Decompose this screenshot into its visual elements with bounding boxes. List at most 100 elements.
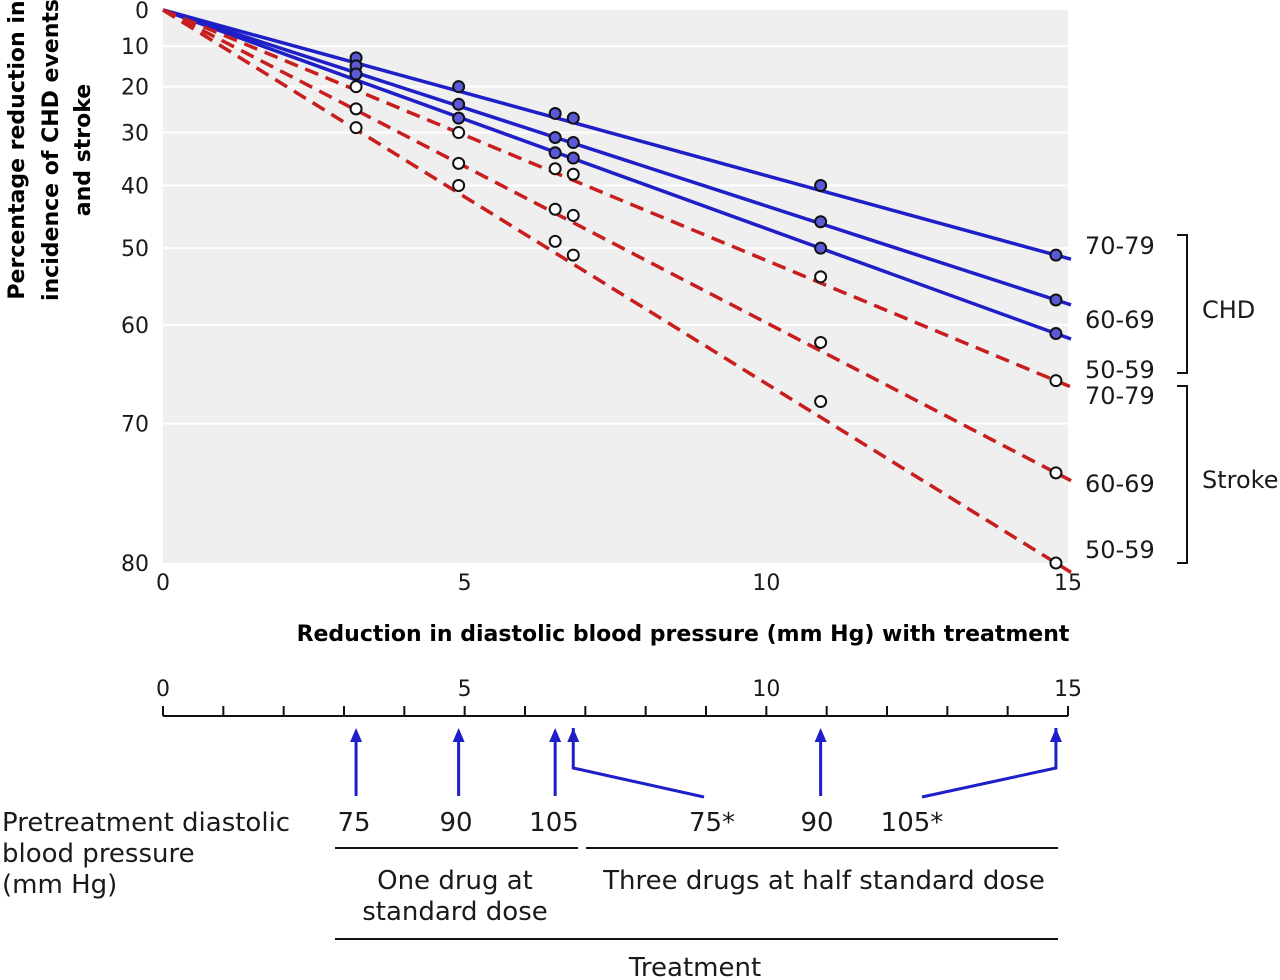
stroke-bracket (1177, 385, 1188, 564)
data-point-stroke-60-69-2 (548, 202, 562, 216)
pretreatment-value-2: 105 (529, 808, 579, 838)
series-line-stroke-70-79 (162, 8, 1072, 389)
data-point-stroke-60-69-1 (452, 156, 466, 170)
data-point-chd-60-69-4 (814, 215, 828, 229)
data-point-stroke-50-59-2 (548, 234, 562, 248)
series-labels: 70-79 60-69 50-59 70-79 60-69 50-59 (1085, 232, 1155, 564)
series-line-stroke-60-69 (162, 8, 1072, 483)
y-tick-label-0: 0 (135, 0, 149, 24)
arrow-5-head (1049, 728, 1062, 742)
series-line-chd-60-69 (162, 8, 1072, 307)
data-point-stroke-60-69-4 (814, 335, 828, 349)
pretreatment-value-5: 105* (881, 808, 944, 838)
data-point-chd-60-69-3 (566, 136, 580, 150)
series-label-chd-70-79: 70-79 (1085, 232, 1155, 260)
x-axis-tick-labels: 0 5 10 15 (156, 571, 1082, 596)
stroke-group-label: Stroke (1202, 466, 1278, 494)
data-point-stroke-70-79-0 (349, 80, 363, 94)
data-point-chd-60-69-5 (1049, 293, 1063, 307)
series-line-stroke-50-59 (162, 8, 1072, 574)
y-tick-label-70: 70 (121, 413, 149, 438)
data-point-chd-50-59-2 (548, 146, 562, 160)
y-tick-label-20: 20 (121, 76, 149, 101)
data-point-stroke-50-59-3 (566, 248, 580, 262)
y-tick-label-60: 60 (121, 314, 149, 339)
y-tick-label-10: 10 (121, 35, 149, 60)
x-tick-label-5: 5 (458, 571, 472, 596)
x-tick-label-10: 10 (752, 571, 780, 596)
y-tick-label-80: 80 (121, 552, 149, 577)
data-point-stroke-50-59-1 (452, 179, 466, 193)
one-drug-line-2: standard dose (362, 897, 548, 927)
data-point-chd-50-59-4 (814, 241, 828, 255)
y-tick-label-50: 50 (121, 237, 149, 262)
data-point-chd-70-79-3 (566, 111, 580, 125)
data-point-stroke-70-79-3 (566, 167, 580, 181)
data-point-stroke-50-59-4 (814, 395, 828, 409)
secondary-axis-tick-labels: 0 5 10 15 (156, 677, 1082, 702)
y-axis-title-line-2: incidence of CHD events (39, 0, 64, 301)
data-point-stroke-70-79-5 (1049, 374, 1063, 388)
pretreatment-line-2: blood pressure (2, 839, 195, 869)
secondary-axis-ticks (162, 706, 1069, 716)
data-point-chd-70-79-2 (548, 106, 562, 120)
arrow-0-head (350, 728, 363, 742)
data-point-stroke-50-59-5 (1049, 556, 1063, 570)
pretreatment-value-4: 90 (800, 808, 833, 838)
arrow-3-head (567, 728, 580, 742)
arrow-2-head (549, 728, 562, 742)
data-point-chd-50-59-0 (349, 67, 363, 81)
treatment-label: Treatment (628, 953, 761, 980)
chd-bracket (1177, 234, 1188, 374)
data-markers (349, 51, 1063, 570)
y-axis-title-line-1: Percentage reduction in (5, 0, 30, 299)
data-point-stroke-60-69-0 (349, 102, 363, 116)
data-point-stroke-60-69-5 (1049, 466, 1063, 480)
data-point-chd-50-59-3 (566, 151, 580, 165)
pretreatment-value-1: 90 (439, 808, 472, 838)
secondary-tick-label-5: 5 (458, 677, 472, 702)
data-point-chd-60-69-1 (452, 97, 466, 111)
one-drug-line-1: One drug at (377, 866, 533, 896)
data-point-chd-70-79-1 (452, 80, 466, 94)
secondary-tick-label-0: 0 (156, 677, 170, 702)
data-point-stroke-70-79-4 (814, 270, 828, 284)
pretreatment-values: 75 90 105 75* 90 105* (337, 808, 943, 838)
arrow-5 (921, 728, 1058, 799)
series-label-stroke-60-69: 60-69 (1085, 470, 1155, 498)
series-lines (162, 8, 1072, 574)
secondary-tick-label-15: 15 (1054, 677, 1082, 702)
y-tick-label-30: 30 (121, 122, 149, 147)
pretreatment-line-1: Pretreatment diastolic (2, 808, 290, 838)
data-point-stroke-70-79-1 (452, 126, 466, 140)
series-label-chd-60-69: 60-69 (1085, 306, 1155, 334)
series-line-chd-50-59 (162, 8, 1072, 341)
pretreatment-line-3: (mm Hg) (2, 870, 117, 900)
pretreatment-label: Pretreatment diastolic blood pressure (m… (2, 808, 290, 900)
series-line-chd-70-79 (162, 8, 1072, 261)
secondary-tick-label-10: 10 (752, 677, 780, 702)
y-axis-title: Percentage reduction in incidence of CHD… (5, 0, 96, 301)
data-point-stroke-50-59-0 (349, 121, 363, 135)
series-label-chd-50-59: 50-59 (1085, 356, 1155, 384)
data-point-chd-70-79-5 (1049, 248, 1063, 262)
pretreatment-value-0: 75 (337, 808, 370, 838)
y-axis-title-line-3: and stroke (71, 84, 96, 216)
x-axis-title: Reduction in diastolic blood pressure (m… (297, 622, 1070, 647)
y-tick-label-40: 40 (121, 175, 149, 200)
arrow-3 (571, 728, 705, 799)
data-point-chd-50-59-1 (452, 111, 466, 125)
three-drugs-label: Three drugs at half standard dose (602, 866, 1045, 896)
chd-group-label: CHD (1202, 296, 1255, 324)
x-tick-label-0: 0 (156, 571, 170, 596)
x-tick-label-15: 15 (1054, 571, 1082, 596)
arrow-4-head (814, 728, 827, 742)
pretreatment-value-3: 75* (689, 808, 735, 838)
series-label-stroke-70-79: 70-79 (1085, 382, 1155, 410)
y-axis-tick-labels: 0 10 20 30 40 50 60 70 80 (121, 0, 149, 577)
data-point-chd-50-59-5 (1049, 327, 1063, 341)
data-point-stroke-70-79-2 (548, 162, 562, 176)
data-point-chd-70-79-4 (814, 179, 828, 193)
data-point-stroke-60-69-3 (566, 208, 580, 222)
